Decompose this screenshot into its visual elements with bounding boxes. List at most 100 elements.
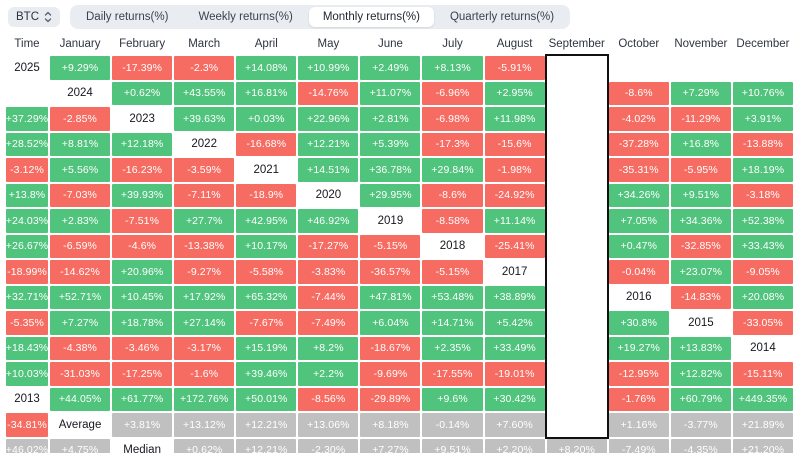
return-cell: +20.96%: [112, 260, 173, 284]
return-cell: -9.27%: [174, 260, 235, 284]
row-label-2020: 2020: [315, 189, 342, 202]
return-cell: -37.28%: [608, 132, 669, 156]
return-cell: -2.3%: [174, 56, 235, 80]
return-cell: -16.23%: [112, 158, 173, 182]
return-cell: -18.67%: [360, 336, 421, 360]
return-cell: +18.78%: [112, 311, 173, 335]
return-cell: +2.20%: [484, 438, 545, 453]
row-label-2017: 2017: [501, 265, 528, 278]
row-label-2023: 2023: [129, 112, 155, 125]
month-header-february: February: [119, 38, 166, 50]
return-cell: +26.67%: [6, 234, 48, 258]
return-cell: +16.81%: [236, 81, 297, 105]
return-cell: +10.03%: [6, 362, 48, 386]
return-cell: +37.29%: [6, 107, 48, 131]
return-cell: +12.18%: [112, 132, 173, 156]
return-cell: +39.63%: [174, 107, 235, 131]
return-cell: -19.01%: [484, 362, 545, 386]
return-cell: -33.05%: [732, 311, 793, 335]
return-cell: +14.51%: [298, 158, 359, 182]
return-cell: +60.79%: [670, 387, 731, 411]
return-cell: [6, 82, 48, 106]
return-cell: -36.57%: [360, 260, 421, 284]
return-cell: +27.14%: [174, 311, 235, 335]
return-cell: +30.8%: [608, 311, 669, 335]
return-cell: +5.56%: [50, 158, 111, 182]
return-cell: +3.91%: [732, 107, 793, 131]
return-cell: +17.92%: [174, 285, 235, 309]
return-cell: -5.35%: [6, 311, 48, 335]
return-cell: +30.42%: [484, 387, 545, 411]
month-header-december: December: [736, 38, 790, 50]
return-cell: -14.83%: [670, 285, 731, 309]
return-cell: -13.38%: [174, 234, 235, 258]
row-label-2021: 2021: [253, 163, 280, 176]
return-cell: -5.91%: [484, 56, 545, 80]
return-cell: -18.99%: [6, 260, 48, 284]
return-cell: +47.81%: [360, 285, 421, 309]
return-cell: +12.21%: [236, 413, 297, 437]
return-cell: -17.39%: [112, 56, 173, 80]
return-cell: -25.41%: [484, 234, 545, 258]
month-header-july: July: [442, 38, 463, 50]
return-cell: +13.83%: [670, 336, 731, 360]
month-header-april: April: [254, 38, 278, 50]
return-cell: +5.42%: [484, 311, 545, 335]
return-cell: -3.12%: [6, 158, 48, 182]
return-cell: +7.29%: [670, 81, 731, 105]
tab-weekly-returns[interactable]: Weekly returns(%): [198, 11, 293, 23]
row-label-2015: 2015: [688, 316, 714, 329]
return-cell: +8.13%: [422, 56, 483, 80]
row-label-median: Median: [123, 444, 161, 453]
return-cell: -34.81%: [6, 413, 48, 437]
return-cell: +44.05%: [50, 387, 111, 411]
return-cell: -8.56%: [298, 387, 359, 411]
return-cell: +33.49%: [484, 336, 545, 360]
return-cell: +61.77%: [112, 387, 173, 411]
return-cell: +10.99%: [298, 56, 359, 80]
return-cell: -3.17%: [174, 336, 235, 360]
return-cell: -17.25%: [112, 362, 173, 386]
return-cell: -6.98%: [422, 107, 483, 131]
tab-monthly-returns[interactable]: Monthly returns(%): [308, 7, 434, 27]
return-cell: +7.27%: [360, 438, 421, 453]
return-cell: +7.60%: [484, 413, 545, 437]
return-cell: +11.07%: [360, 81, 421, 105]
symbol-select[interactable]: BTC: [8, 7, 60, 27]
tab-quarterly-returns[interactable]: Quarterly returns(%): [449, 11, 555, 23]
return-cell: +6.04%: [360, 311, 421, 335]
return-cell: -15.6%: [484, 132, 545, 156]
return-cell: +3.81%: [112, 413, 173, 437]
return-cell: -5.95%: [670, 158, 731, 182]
return-cell: -6.96%: [422, 81, 483, 105]
return-cell: +50.01%: [236, 387, 297, 411]
monthly-returns-table: Time January February March April May June July…: [6, 34, 793, 453]
return-cell: -24.92%: [484, 183, 545, 207]
return-cell: -15.11%: [732, 362, 793, 386]
row-label-2013: 2013: [14, 393, 40, 406]
return-cell: -32.85%: [670, 234, 731, 258]
month-header-june: June: [377, 38, 403, 50]
return-cell: +7.05%: [608, 209, 669, 233]
return-cell: +2.83%: [50, 209, 111, 233]
return-cell: +0.47%: [608, 234, 669, 258]
tab-daily-returns[interactable]: Daily returns(%): [86, 11, 169, 23]
return-cell: +12.82%: [670, 362, 731, 386]
return-cell: +172.76%: [174, 387, 235, 411]
time-column-header: Time: [14, 38, 40, 50]
row-label-2024: 2024: [67, 87, 93, 100]
return-cell: -8.58%: [422, 209, 483, 233]
return-cell: +11.98%: [484, 107, 545, 131]
return-cell: -3.77%: [670, 413, 731, 437]
return-cell: +12.21%: [236, 438, 297, 453]
return-cell: +16.8%: [670, 132, 731, 156]
return-cell: [671, 56, 731, 80]
return-cell: +23.07%: [670, 260, 731, 284]
return-cell: +36.78%: [360, 158, 421, 182]
return-cell: -16.68%: [236, 132, 297, 156]
return-cell: -17.55%: [422, 362, 483, 386]
row-label-2014: 2014: [750, 342, 776, 355]
return-cell: +21.89%: [732, 413, 793, 437]
return-cell: +34.26%: [608, 183, 669, 207]
return-cell: +14.08%: [236, 56, 297, 80]
